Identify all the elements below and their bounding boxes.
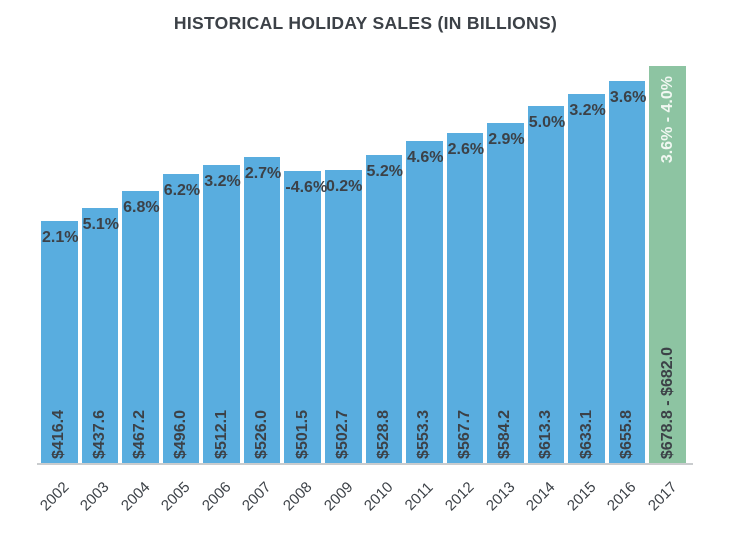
year-tick-label: 2014 <box>523 478 559 515</box>
year-tick-label: 2007 <box>239 478 275 515</box>
pct-change-label: 3.6% - 4.0% <box>658 76 676 164</box>
pct-change-label: 6.2% <box>163 182 201 200</box>
pct-change-label: 2.6% <box>447 140 485 158</box>
bar-2017-projected: 3.6% - 4.0% $678.8 - $682.0 <box>649 66 686 463</box>
year-tick-label: 2006 <box>198 478 235 515</box>
year-tick-label: 2009 <box>320 478 357 515</box>
bar-2002: 2.1% $416.4 <box>41 220 79 463</box>
year-tick-label: 2015 <box>563 478 600 515</box>
pct-change-label: 5.0% <box>528 113 566 131</box>
sales-value-label: $416.4 <box>50 410 68 459</box>
year-axis-cell: 2016 <box>604 468 646 520</box>
pct-change-label: 2.9% <box>488 130 525 148</box>
sales-value-label: $528.8 <box>374 410 392 459</box>
year-axis-cell: 2003 <box>77 468 119 520</box>
bar-2016: 3.6% $655.8 <box>608 81 647 463</box>
bar-2013: 2.9% $584.2 <box>487 122 525 463</box>
year-axis: 2002 2003 2004 2005 2006 2007 2008 2009 2010 2011… <box>36 468 686 520</box>
pct-change-label: 2.7% <box>244 164 282 182</box>
bar-2015: 3.2% $633.1 <box>568 94 606 463</box>
sales-value-label: $553.3 <box>415 410 433 459</box>
year-axis-cell: 2009 <box>320 468 362 520</box>
year-tick-label: 2017 <box>644 478 681 515</box>
pct-change-label: 6.8% <box>123 199 160 217</box>
year-tick-label: 2002 <box>36 478 73 515</box>
sales-value-label: $496.0 <box>171 410 189 459</box>
sales-value-label: $633.1 <box>577 410 595 459</box>
pct-change-label: 3.2% <box>204 172 241 190</box>
pct-change-label: 3.6% <box>609 89 647 107</box>
sales-value-label: $655.8 <box>618 410 636 459</box>
bar-2003: 5.1% $437.6 <box>81 208 120 463</box>
bar-2004: 6.8% $467.2 <box>122 191 160 463</box>
bar-2007: 2.7% $526.0 <box>243 156 282 463</box>
bar-2010: 5.2% $528.8 <box>365 155 403 463</box>
pct-change-label: 5.1% <box>82 216 120 234</box>
sales-value-label: $467.2 <box>131 410 149 459</box>
chart-title: HISTORICAL HOLIDAY SALES (IN BILLIONS) <box>173 13 558 33</box>
bar-2005: 6.2% $496.0 <box>162 174 201 463</box>
year-tick-label: 2008 <box>279 478 316 515</box>
year-axis-cell: 2013 <box>483 468 524 520</box>
year-axis-cell: 2010 <box>361 468 403 520</box>
pct-change-label: 2.1% <box>42 228 79 246</box>
pct-change-label: 5.2% <box>366 163 403 181</box>
bar-2008: -4.6% $501.5 <box>284 171 327 463</box>
year-axis-cell: 2015 <box>564 468 605 520</box>
sales-value-label: $502.7 <box>334 410 352 459</box>
year-tick-label: 2005 <box>158 478 194 515</box>
bar-2012: 2.6% $567.7 <box>446 132 485 463</box>
year-axis-cell: 2012 <box>442 468 484 520</box>
year-axis-cell: 2014 <box>523 468 565 520</box>
bar-2011: 4.6% $553.3 <box>406 140 444 463</box>
year-tick-label: 2016 <box>604 478 640 515</box>
year-axis-cell: 2008 <box>280 468 321 520</box>
sales-value-label: $501.5 <box>293 410 311 459</box>
sales-value-label: $526.0 <box>253 410 271 459</box>
pct-change-label: 0.2% <box>325 178 363 196</box>
sales-value-label: $567.7 <box>455 410 473 459</box>
year-tick-label: 2004 <box>117 478 154 515</box>
sales-value-label: $613.3 <box>537 410 555 459</box>
year-tick-label: 2011 <box>401 479 437 514</box>
year-tick-label: 2012 <box>442 478 478 515</box>
year-tick-label: 2010 <box>360 478 397 515</box>
year-axis-cell: 2002 <box>36 468 78 520</box>
sales-value-label: $512.1 <box>212 410 230 459</box>
pct-change-label: 3.2% <box>569 102 606 120</box>
pct-change-label: -4.6% <box>285 179 328 197</box>
sales-value-label: $678.8 - $682.0 <box>658 346 676 459</box>
year-axis-cell: 2007 <box>239 468 281 520</box>
year-tick-label: 2013 <box>482 478 519 515</box>
year-axis-cell: 2011 <box>402 468 443 520</box>
year-axis-cell: 2005 <box>158 468 200 520</box>
bar-2009: 0.2% $502.7 <box>324 170 363 463</box>
sales-value-label: $584.2 <box>496 410 514 459</box>
pct-change-label: 4.6% <box>407 148 444 166</box>
year-tick-label: 2003 <box>77 478 113 515</box>
plot-area: 2.1% $416.4 5.1% $437.6 6.8% $467.2 6.2% $496.0… <box>41 66 686 463</box>
year-axis-cell: 2006 <box>199 468 240 520</box>
year-axis-cell: 2017 <box>645 468 686 520</box>
sales-value-label: $437.6 <box>90 410 108 459</box>
bar-2006: 3.2% $512.1 <box>203 164 241 463</box>
year-axis-cell: 2004 <box>118 468 159 520</box>
bar-2014: 5.0% $613.3 <box>527 105 566 463</box>
x-axis-line <box>37 463 693 465</box>
